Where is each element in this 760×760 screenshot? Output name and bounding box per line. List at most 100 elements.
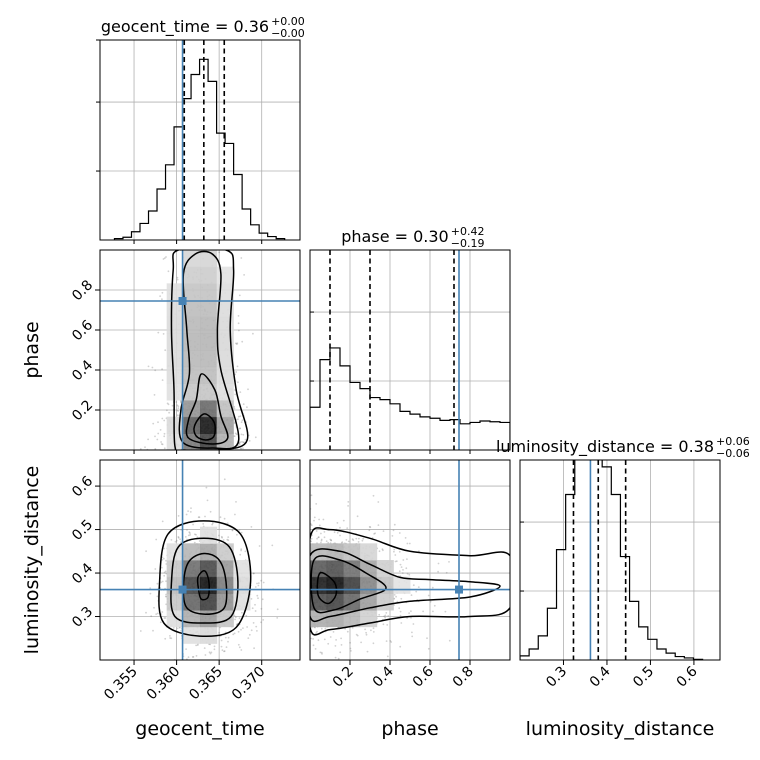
scatter-point [163, 257, 166, 259]
scatter-point [408, 612, 410, 614]
scatter-point [242, 441, 245, 444]
density-cell [183, 350, 201, 368]
scatter-point [227, 539, 230, 542]
scatter-point [406, 542, 409, 545]
scatter-point [213, 645, 216, 648]
scatter-point [187, 510, 190, 512]
scatter-point [247, 637, 250, 639]
scatter-point [165, 580, 168, 583]
scatter-point [227, 636, 230, 639]
scatter-point [144, 446, 146, 449]
scatter-point [251, 607, 254, 610]
scatter-point [139, 448, 142, 450]
density-cell [360, 576, 378, 594]
scatter-point [164, 617, 167, 619]
histogram-bin [480, 421, 490, 450]
scatter-point [445, 571, 448, 574]
scatter-point [393, 548, 396, 551]
contour-line [196, 570, 211, 601]
scatter-point [204, 654, 207, 656]
scatter-point [153, 394, 156, 396]
scatter-point [233, 632, 236, 635]
scatter-point [240, 649, 243, 651]
scatter-point [175, 539, 178, 542]
histogram-bin [242, 209, 251, 240]
scatter-point [188, 531, 191, 534]
scatter-point [417, 586, 420, 588]
scatter-point [370, 629, 372, 632]
scatter-point [276, 608, 279, 611]
scatter-point [154, 369, 157, 372]
scatter-point [160, 581, 163, 584]
density-cell [216, 400, 234, 418]
scatter-point [378, 550, 381, 553]
histogram-bin [370, 398, 380, 450]
scatter-point [398, 607, 401, 610]
scatter-point [323, 531, 326, 533]
scatter-point [356, 515, 359, 518]
scatter-point [365, 631, 367, 634]
scatter-point [382, 623, 385, 626]
scatter-point [276, 617, 279, 619]
scatter-point [235, 342, 237, 345]
scatter-point [156, 438, 159, 441]
scatter-point [250, 629, 253, 632]
title-superscript: +0.00 [271, 15, 305, 28]
scatter-point [360, 641, 362, 644]
scatter-point [162, 258, 165, 260]
truth-marker [455, 585, 463, 594]
density-cell [343, 593, 361, 611]
scatter-point [401, 572, 404, 574]
scatter-point [329, 636, 332, 638]
density-cell [200, 366, 218, 384]
scatter-point [243, 274, 246, 276]
scatter-point [191, 656, 194, 658]
panel-2d-geocent_time-vs-luminosity_distance [100, 460, 300, 671]
scatter-point [234, 616, 237, 619]
scatter-point [239, 441, 242, 444]
scatter-point [410, 617, 412, 619]
scatter-point [410, 594, 413, 596]
y-axis-label: phase [21, 321, 43, 378]
histogram-bin [131, 232, 140, 240]
scatter-point [262, 581, 265, 584]
density-cell [326, 593, 344, 611]
scatter-point [320, 532, 322, 535]
scatter-point [209, 643, 212, 646]
scatter-point [323, 536, 326, 539]
scatter-point [145, 550, 148, 553]
scatter-point [239, 415, 242, 418]
scatter-point [159, 429, 162, 431]
scatter-point [448, 639, 451, 642]
scatter-point [165, 559, 167, 562]
histogram-bin [149, 211, 158, 240]
density-cell [216, 543, 234, 561]
scatter-point [322, 518, 325, 521]
scatter-point [400, 566, 403, 568]
x-tick-label: 0.2 [330, 664, 357, 691]
density-cell [183, 366, 201, 384]
scatter-point [195, 533, 197, 536]
contour-line [310, 527, 510, 636]
scatter-point [349, 641, 351, 644]
scatter-point [250, 598, 253, 600]
scatter-point [163, 547, 165, 550]
histogram-bin [330, 348, 340, 450]
scatter-point [252, 332, 254, 335]
scatter-point [147, 365, 150, 368]
panel-frame [99, 249, 301, 451]
contour-line [185, 373, 229, 445]
density-cell [166, 416, 184, 434]
scatter-point [236, 533, 238, 536]
density-cell [183, 333, 201, 351]
x-axis-label: geocent_time [135, 718, 264, 740]
density-cell [200, 560, 218, 578]
density-cell [200, 266, 218, 284]
scatter-point [179, 669, 181, 671]
scatter-point [336, 531, 339, 534]
density-cell [166, 610, 184, 628]
scatter-point [161, 291, 164, 294]
histogram-geocent_time [113, 40, 286, 240]
scatter-point [339, 534, 341, 537]
